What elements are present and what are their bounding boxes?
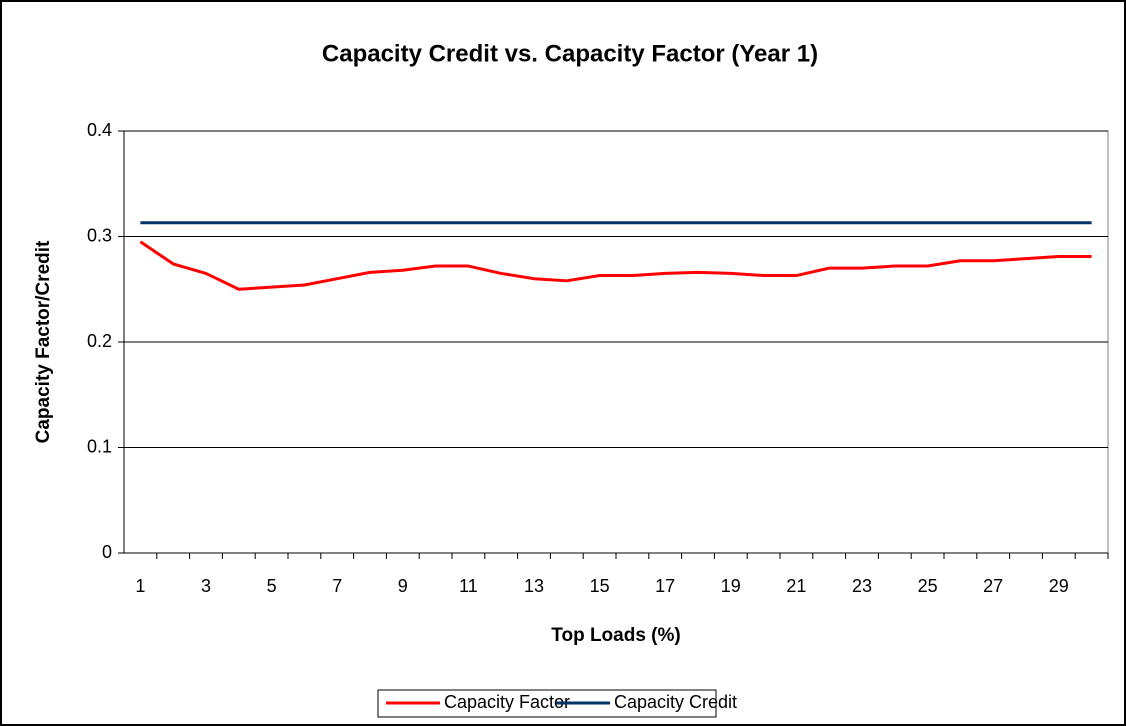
y-tick-label: 0.4 [87,120,112,140]
legend-label: Capacity Credit [614,692,737,712]
legend-label: Capacity Factor [444,692,570,712]
x-tick-label: 27 [983,576,1003,596]
y-tick-label: 0.2 [87,331,112,351]
y-tick-label: 0.3 [87,225,112,245]
series-line [139,240,1092,291]
x-axis-title: Top Loads (%) [551,625,680,646]
y-tick-label: 0.1 [87,436,112,456]
y-tick-label: 0 [102,542,112,562]
x-tick-label: 1 [135,576,145,596]
x-tick-label: 7 [332,576,342,596]
x-tick-label: 29 [1049,576,1069,596]
x-tick-label: 9 [398,576,408,596]
x-tick-label: 3 [201,576,211,596]
x-tick-label: 21 [786,576,806,596]
x-tick-label: 23 [852,576,872,596]
y-axis-title: Capacity Factor/Credit [33,240,54,443]
x-tick-label: 25 [918,576,938,596]
x-tick-label: 13 [524,576,544,596]
x-tick-label: 5 [267,576,277,596]
x-tick-label: 17 [655,576,675,596]
x-tick-label: 19 [721,576,741,596]
chart-title: Capacity Credit vs. Capacity Factor (Yea… [322,40,818,67]
x-tick-label: 15 [590,576,610,596]
x-tick-label: 11 [459,576,478,596]
